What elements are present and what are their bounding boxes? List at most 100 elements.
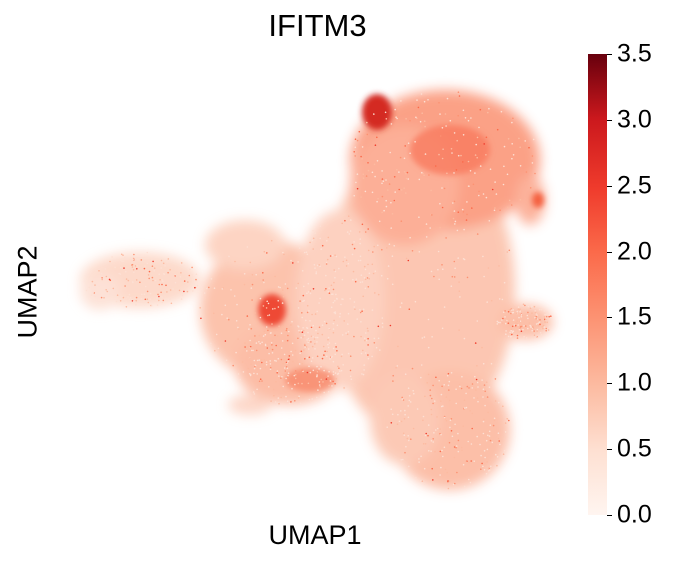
- cell-dot: [318, 381, 321, 383]
- cell-dot: [285, 366, 288, 368]
- cell-dot: [256, 388, 258, 391]
- cell-dot: [511, 312, 514, 314]
- cell-dot: [545, 327, 548, 330]
- cell-dot: [266, 300, 269, 303]
- cell-dot: [440, 400, 442, 402]
- cell-dot: [539, 332, 542, 334]
- cell-dot: [332, 322, 335, 325]
- cell-dot: [302, 336, 304, 338]
- cell-dot: [301, 316, 304, 319]
- cell-dot: [419, 120, 422, 123]
- cell-dot: [286, 367, 289, 370]
- cell-dot: [335, 255, 338, 258]
- cell-dot: [251, 299, 253, 301]
- cell-dot: [167, 258, 170, 260]
- cell-dot: [471, 207, 473, 209]
- cell-dot: [424, 125, 426, 128]
- cell-dot: [457, 432, 459, 435]
- cell-dot: [327, 375, 329, 377]
- cell-dot: [325, 274, 327, 277]
- cell-dot: [287, 338, 290, 341]
- cell-dot: [258, 359, 261, 361]
- cell-dot: [427, 373, 430, 376]
- cell-dot: [349, 375, 352, 378]
- cell-dot: [434, 165, 437, 167]
- cell-dot: [294, 374, 297, 376]
- cell-dot: [338, 267, 340, 270]
- cell-dot: [323, 391, 326, 394]
- cell-dot: [398, 420, 401, 423]
- cell-dot: [280, 347, 283, 349]
- cell-dot: [373, 337, 376, 340]
- cell-dot: [549, 325, 551, 328]
- cell-dot: [347, 352, 350, 355]
- cell-dot: [543, 326, 546, 328]
- cell-dot: [428, 174, 430, 176]
- cell-dot: [327, 290, 330, 293]
- cell-dot: [319, 265, 321, 268]
- cell-dot: [519, 311, 521, 313]
- cell-dot: [268, 386, 270, 388]
- cell-dot: [337, 372, 340, 375]
- cell-dot: [529, 324, 531, 327]
- cell-dot: [313, 264, 316, 266]
- cell-dot: [303, 334, 306, 337]
- cell-dot: [290, 259, 292, 262]
- cell-dot: [273, 394, 275, 397]
- cell-dot: [303, 349, 305, 351]
- cell-dot: [315, 336, 317, 339]
- cell-dot: [353, 241, 355, 243]
- cell-dot: [390, 227, 393, 229]
- cell-dot: [277, 357, 280, 360]
- cell-dot: [367, 169, 370, 172]
- cell-dot: [131, 266, 134, 268]
- cell-dot: [427, 434, 429, 437]
- cell-dot: [158, 283, 161, 286]
- cell-dot: [243, 273, 246, 275]
- cell-dot: [507, 322, 510, 325]
- cell-dot: [455, 445, 458, 447]
- cell-dot: [310, 326, 313, 329]
- cell-dot: [441, 206, 444, 209]
- cell-dot: [386, 426, 389, 429]
- cell-dot: [517, 324, 519, 326]
- cell-dot: [310, 341, 312, 343]
- cell-dot: [94, 295, 96, 298]
- cell-dot: [506, 418, 509, 420]
- cell-dot: [468, 461, 470, 464]
- cell-dot: [249, 357, 251, 360]
- cell-dot: [430, 408, 433, 411]
- cell-dot: [281, 289, 284, 291]
- cell-dot: [448, 480, 451, 483]
- cell-dot: [152, 279, 154, 282]
- cell-dot: [363, 265, 366, 268]
- cell-dot: [400, 220, 403, 222]
- cell-dot: [347, 330, 350, 333]
- cell-dot: [462, 109, 465, 112]
- cell-dot: [360, 321, 362, 323]
- cell-dot: [262, 272, 264, 274]
- cell-dot: [298, 329, 300, 332]
- cell-dot: [303, 285, 305, 288]
- cell-dot: [355, 278, 358, 281]
- cell-dot: [251, 273, 254, 276]
- cell-dot: [464, 117, 467, 119]
- cell-dot: [274, 275, 276, 278]
- cell-dot: [423, 483, 426, 485]
- cell-dot: [261, 361, 263, 364]
- cell-dot: [480, 454, 482, 457]
- cell-dot: [457, 439, 460, 442]
- cell-dot: [514, 324, 517, 327]
- cell-dot: [439, 450, 442, 453]
- cell-dot: [482, 388, 485, 391]
- cell-dot: [332, 328, 335, 330]
- cell-dot: [478, 190, 480, 193]
- cell-dot: [438, 153, 440, 156]
- cell-dot: [114, 266, 116, 269]
- cell-dot: [393, 245, 396, 247]
- cell-dot: [546, 321, 548, 324]
- cell-dot: [307, 337, 310, 340]
- cell-dot: [463, 485, 466, 488]
- cell-dot: [330, 293, 333, 296]
- cell-dot: [364, 278, 367, 281]
